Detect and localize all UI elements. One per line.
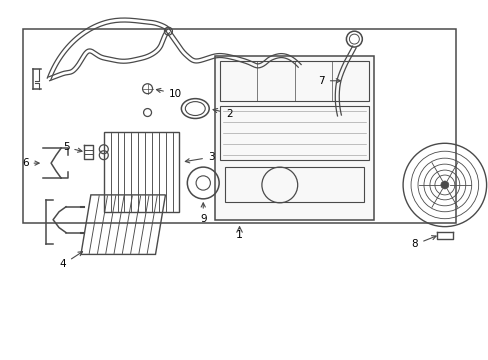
Text: 1: 1 (236, 230, 243, 239)
Bar (220, 105, 368, 160)
Text: 9: 9 (200, 203, 206, 224)
Text: 2: 2 (213, 108, 232, 118)
Circle shape (440, 181, 448, 189)
Bar (220, 61, 368, 100)
Bar (224, 167, 364, 202)
Text: 5: 5 (62, 142, 82, 152)
Text: 4: 4 (60, 252, 82, 269)
Text: 7: 7 (318, 76, 340, 86)
Text: 10: 10 (156, 89, 182, 99)
Text: 3: 3 (185, 152, 214, 163)
Bar (215, 56, 373, 220)
Bar (23, 29, 455, 223)
Text: 6: 6 (22, 158, 39, 168)
Text: 8: 8 (411, 236, 435, 249)
Bar (103, 132, 179, 212)
